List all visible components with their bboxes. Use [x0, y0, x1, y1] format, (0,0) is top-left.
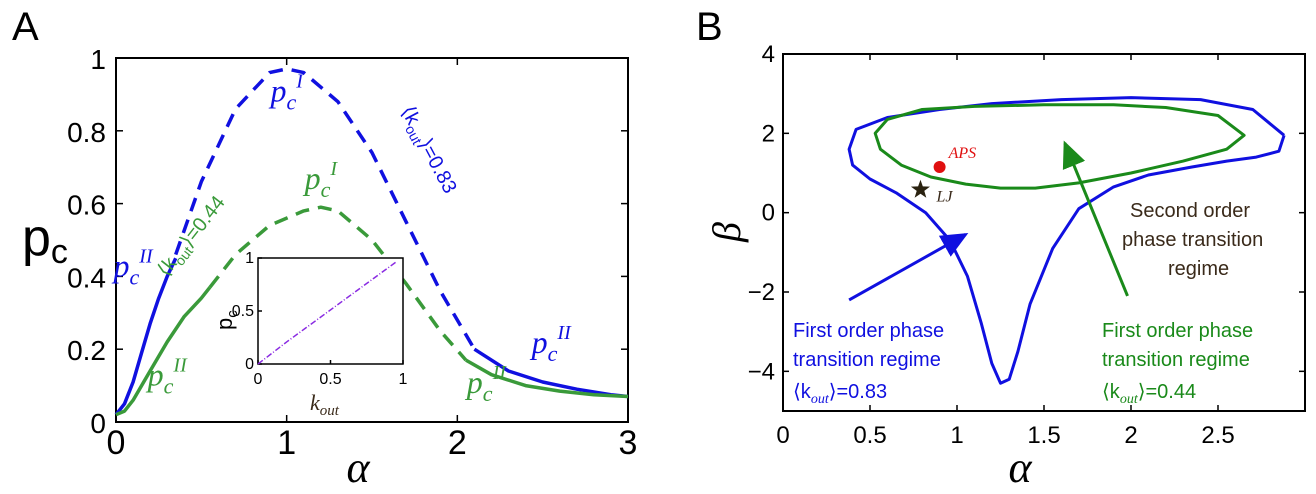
panel-b-ytick-label: 0 — [762, 200, 775, 227]
first-order-green-line-1: First order phase — [1102, 320, 1253, 342]
panel-a-xtick-label: 0 — [107, 424, 126, 462]
panel-b-marks: APS LJ — [848, 140, 1129, 302]
panel-b-boundary-blue — [847, 96, 1286, 385]
aps-label: APS — [948, 145, 977, 162]
panel-a-annotation-pc: pcI — [303, 158, 339, 202]
panel-b: 0 0.5 1 1.5 2 2.5 −4 −2 0 2 4 APS LJ β α Second ord… — [704, 41, 1306, 492]
inset-xtick-label: 0.5 — [319, 371, 341, 388]
aps-point — [933, 161, 946, 174]
inset-ticks: 0 0.5 1 0 0.5 1 — [232, 250, 408, 388]
inset-xtick-label: 0 — [254, 371, 263, 388]
panel-a-ytick-label: 0.2 — [67, 335, 106, 366]
panel-a-ytick-label: 0.6 — [67, 190, 106, 221]
panel-b-xtick-label: 0 — [776, 422, 789, 449]
panel-a-label: A — [12, 5, 39, 49]
panel-b-ytick-label: 2 — [762, 120, 775, 147]
panel-a-annotation-pc: pcII — [112, 245, 154, 289]
panel-a-annotation-pc: pcII — [530, 322, 572, 366]
panel-b-xtick-label: 1.5 — [1027, 422, 1060, 449]
panel-a-axes-frame — [115, 57, 629, 423]
panel-b-ylabel: β — [704, 222, 749, 243]
panel-b-xtick-label: 2 — [1124, 422, 1137, 449]
inset-xtick-label: 1 — [399, 371, 408, 388]
second-order-line-3: regime — [1168, 258, 1229, 280]
panel-a-inset: 0 0.5 1 0 0.5 1 pc kout — [212, 250, 408, 419]
inset-xlabel: kout — [310, 390, 340, 419]
panel-a-ytick-label: 1 — [90, 44, 106, 75]
first-order-blue-line-1: First order phase — [793, 320, 944, 342]
lj-label: LJ — [935, 189, 953, 206]
second-order-line-1: Second order — [1130, 200, 1250, 222]
lj-star — [910, 179, 930, 198]
first-order-blue-k: ⟨kout⟩=0.83 — [793, 381, 887, 407]
panel-a: 0 1 2 3 0 0.2 0.4 0.6 0.8 1 pcI pcI pcII pcII pcII pcI… — [22, 44, 637, 492]
first-order-green-line-2: transition regime — [1102, 349, 1250, 371]
panel-a-series-green-solid — [115, 286, 212, 417]
first-order-blue-line-2: transition regime — [793, 349, 941, 371]
first-order-blue-text: First order phase transition regime ⟨kou… — [793, 320, 944, 407]
first-order-green-k: ⟨kout⟩=0.44 — [1102, 381, 1196, 407]
second-order-text: Second order phase transition regime — [1122, 200, 1263, 280]
panel-b-xlabel: α — [1008, 443, 1032, 492]
panel-a-ytick-label: 0.8 — [67, 117, 106, 148]
panel-a-series-green-dashed — [208, 205, 468, 362]
panel-b-xtick-label: 2.5 — [1201, 422, 1234, 449]
panel-a-curves — [114, 67, 629, 417]
panel-a-annotation-pc: pcII — [465, 362, 507, 406]
panel-a-xtick-label: 1 — [277, 424, 296, 462]
panel-b-label: B — [696, 5, 723, 49]
panel-a-series-blue-solid — [114, 257, 178, 416]
panel-b-ytick-label: 4 — [762, 41, 775, 68]
panel-b-arrow-green — [1062, 140, 1129, 297]
panel-a-ytick-label: 0.4 — [67, 262, 106, 293]
panel-a-annotation-pc: pcII — [146, 355, 188, 399]
panel-b-boundary-green — [873, 103, 1246, 190]
panel-b-ytick-label: −2 — [748, 279, 775, 306]
second-order-line-2: phase transition — [1122, 229, 1263, 251]
inset-ytick-label: 1 — [245, 250, 254, 267]
panel-b-curves — [847, 96, 1286, 385]
panel-b-ytick-label: −4 — [748, 358, 775, 385]
panel-a-series-blue-dashed — [174, 67, 476, 351]
inset-ytick-label: 0 — [245, 356, 254, 373]
panel-a-annotation-pc: pcI — [268, 71, 304, 115]
panel-b-arrow-blue — [848, 233, 969, 302]
panel-a-ylabel: pc — [22, 209, 68, 271]
panel-a-ticks: 0 1 2 3 0 0.2 0.4 0.6 0.8 1 — [67, 44, 637, 462]
panel-a-curve-label: ⟨kout⟩=0.83 — [394, 102, 461, 198]
inset-line — [257, 261, 397, 365]
panel-a-xtick-label: 3 — [619, 424, 638, 462]
panel-a-xtick-label: 2 — [448, 424, 467, 462]
panel-a-ytick-label: 0 — [90, 408, 106, 439]
panel-a-series-green-solid — [465, 358, 629, 399]
panel-a-xlabel: α — [346, 443, 370, 492]
panel-b-xtick-label: 1 — [950, 422, 963, 449]
inset-ytick-label: 0.5 — [232, 303, 254, 320]
inset-ylabel: pc — [212, 310, 241, 330]
panel-b-xtick-label: 0.5 — [853, 422, 886, 449]
first-order-green-text: First order phase transition regime ⟨kou… — [1102, 320, 1253, 407]
panel-b-ticks: 0 0.5 1 1.5 2 2.5 −4 −2 0 2 4 — [748, 41, 1305, 449]
